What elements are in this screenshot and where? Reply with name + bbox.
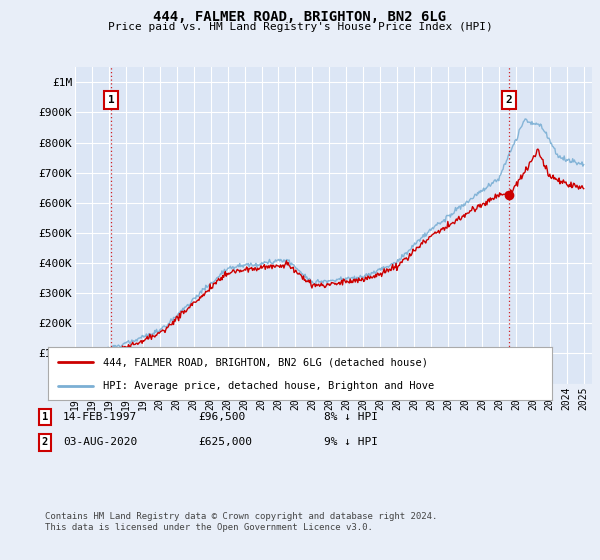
Text: 03-AUG-2020: 03-AUG-2020 xyxy=(63,437,137,447)
Text: 9% ↓ HPI: 9% ↓ HPI xyxy=(324,437,378,447)
Text: 444, FALMER ROAD, BRIGHTON, BN2 6LG (detached house): 444, FALMER ROAD, BRIGHTON, BN2 6LG (det… xyxy=(103,357,428,367)
Text: Price paid vs. HM Land Registry's House Price Index (HPI): Price paid vs. HM Land Registry's House … xyxy=(107,22,493,32)
Text: £625,000: £625,000 xyxy=(198,437,252,447)
Text: 1: 1 xyxy=(42,412,48,422)
Text: £96,500: £96,500 xyxy=(198,412,245,422)
Text: 444, FALMER ROAD, BRIGHTON, BN2 6LG: 444, FALMER ROAD, BRIGHTON, BN2 6LG xyxy=(154,10,446,24)
Text: 8% ↓ HPI: 8% ↓ HPI xyxy=(324,412,378,422)
Text: 1: 1 xyxy=(107,95,115,105)
Text: HPI: Average price, detached house, Brighton and Hove: HPI: Average price, detached house, Brig… xyxy=(103,380,434,390)
Text: 2: 2 xyxy=(42,437,48,447)
Text: 14-FEB-1997: 14-FEB-1997 xyxy=(63,412,137,422)
Text: 2: 2 xyxy=(505,95,512,105)
Text: Contains HM Land Registry data © Crown copyright and database right 2024.
This d: Contains HM Land Registry data © Crown c… xyxy=(45,512,437,532)
